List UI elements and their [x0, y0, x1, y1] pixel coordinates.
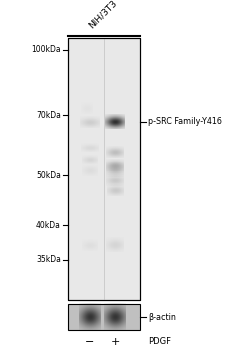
Text: 35kDa: 35kDa — [36, 256, 61, 265]
Text: PDGF: PDGF — [148, 337, 171, 346]
Text: p-SRC Family-Y416: p-SRC Family-Y416 — [148, 118, 222, 126]
Text: −: − — [85, 337, 95, 347]
Text: +: + — [110, 337, 120, 347]
Bar — [68, 38, 140, 300]
Text: 50kDa: 50kDa — [36, 170, 61, 180]
Bar — [68, 38, 140, 300]
Text: 40kDa: 40kDa — [36, 220, 61, 230]
Text: 100kDa: 100kDa — [31, 46, 61, 55]
Text: NIH/3T3: NIH/3T3 — [87, 0, 119, 30]
Bar — [68, 304, 140, 330]
Text: 70kDa: 70kDa — [36, 111, 61, 119]
Text: β-actin: β-actin — [148, 313, 176, 322]
